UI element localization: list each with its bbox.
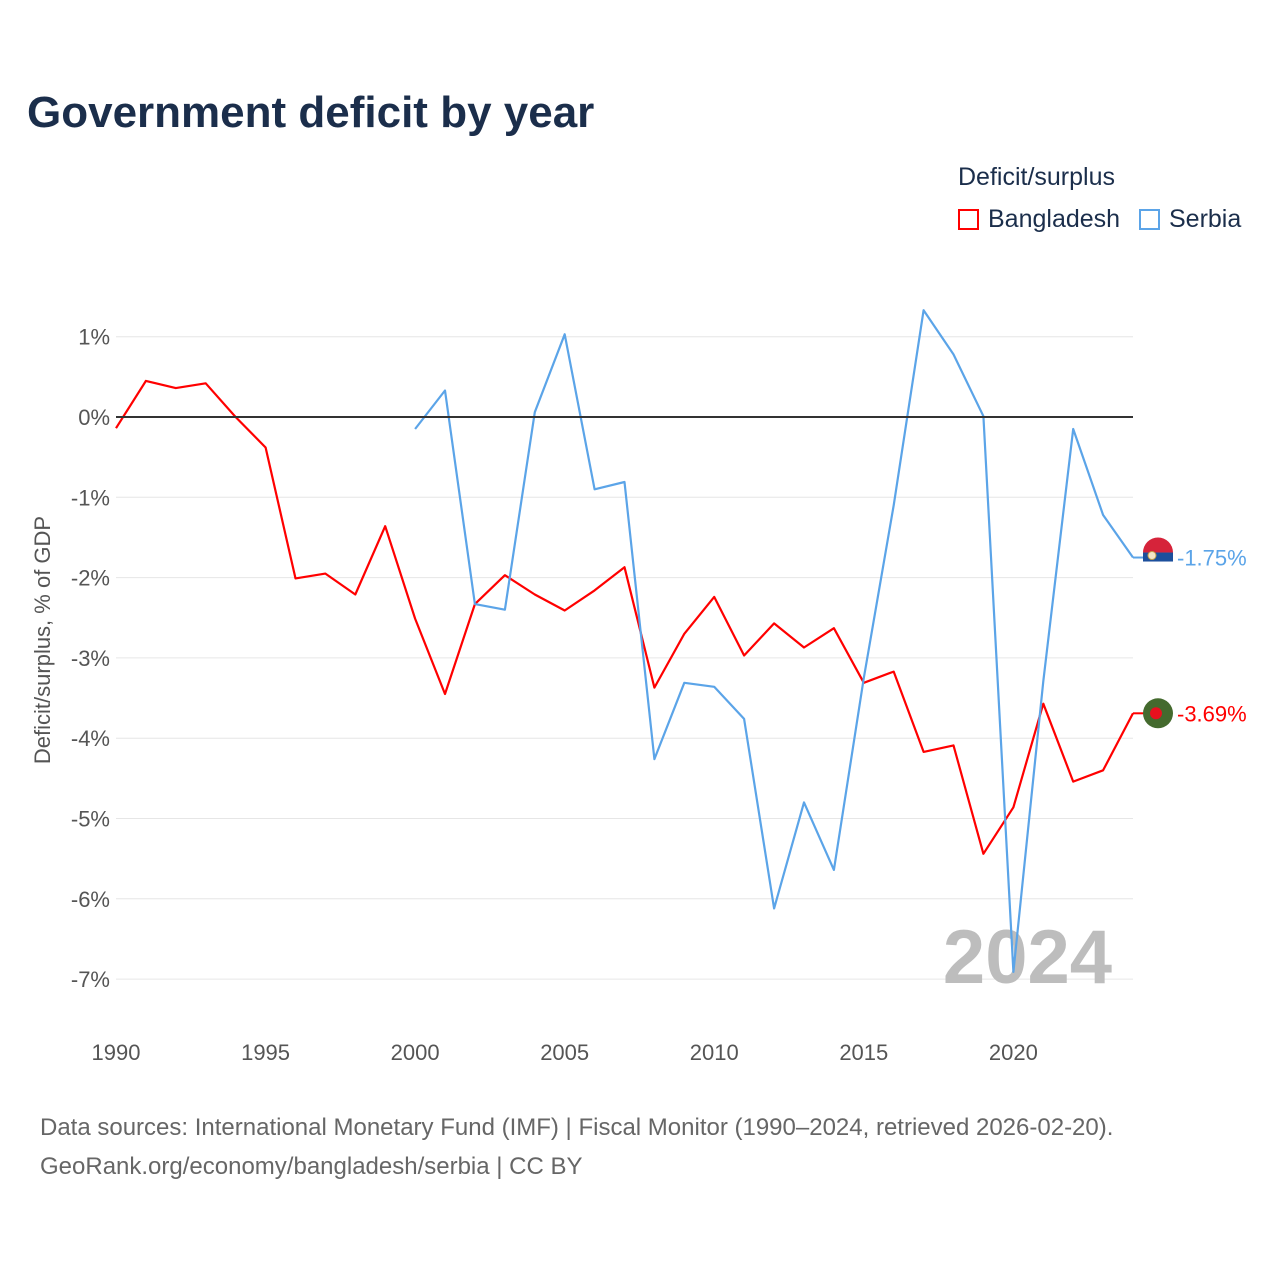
source-line-2: GeoRank.org/economy/bangladesh/serbia | …	[40, 1153, 583, 1180]
source-note: Data sources: International Monetary Fun…	[40, 1108, 1113, 1186]
series-line-bangladesh	[115, 379, 1134, 855]
x-tick-label: 2010	[690, 1040, 739, 1065]
y-tick-label: -5%	[71, 807, 110, 832]
flag-disc	[1150, 707, 1162, 720]
y-tick-label: 0%	[78, 405, 110, 430]
y-tick-label: -3%	[71, 646, 110, 671]
x-tick-label: 2000	[391, 1040, 440, 1065]
legend-label: Serbia	[1169, 205, 1242, 233]
legend-item-serbia[interactable]: Serbia	[1139, 205, 1241, 234]
year-watermark: 2024	[943, 915, 1112, 1000]
legend-item-bangladesh[interactable]: Bangladesh	[958, 205, 1120, 234]
series-line-serbia	[414, 309, 1134, 974]
y-tick-label: -1%	[71, 485, 110, 510]
flag-stripe-red	[1143, 537, 1173, 553]
y-tick-label: -2%	[71, 566, 110, 591]
x-tick-label: 1990	[92, 1040, 141, 1065]
legend-swatch-bangladesh	[958, 209, 979, 230]
y-axis-label: Deficit/surplus, % of GDP	[30, 516, 55, 764]
y-tick-label: 1%	[78, 325, 110, 350]
flag-emblem	[1147, 551, 1157, 561]
y-tick-label: -6%	[71, 887, 110, 912]
end-value-label: -3.69%	[1177, 701, 1247, 726]
x-tick-label: 2005	[540, 1040, 589, 1065]
y-tick-label: -4%	[71, 726, 110, 751]
y-tick-label: -7%	[71, 967, 110, 992]
x-tick-label: 2015	[839, 1040, 888, 1065]
x-tick-label: 2020	[989, 1040, 1038, 1065]
end-value-label: -1.75%	[1177, 546, 1247, 571]
source-line-1: Data sources: International Monetary Fun…	[40, 1114, 1114, 1141]
chart-title: Government deficit by year	[27, 88, 595, 137]
legend-label: Bangladesh	[988, 205, 1121, 233]
flag-stripe-blue	[1143, 552, 1173, 562]
x-tick-label: 1995	[241, 1040, 290, 1065]
legend-swatch-serbia	[1139, 209, 1160, 230]
legend-title: Deficit/surplus	[958, 163, 1115, 191]
